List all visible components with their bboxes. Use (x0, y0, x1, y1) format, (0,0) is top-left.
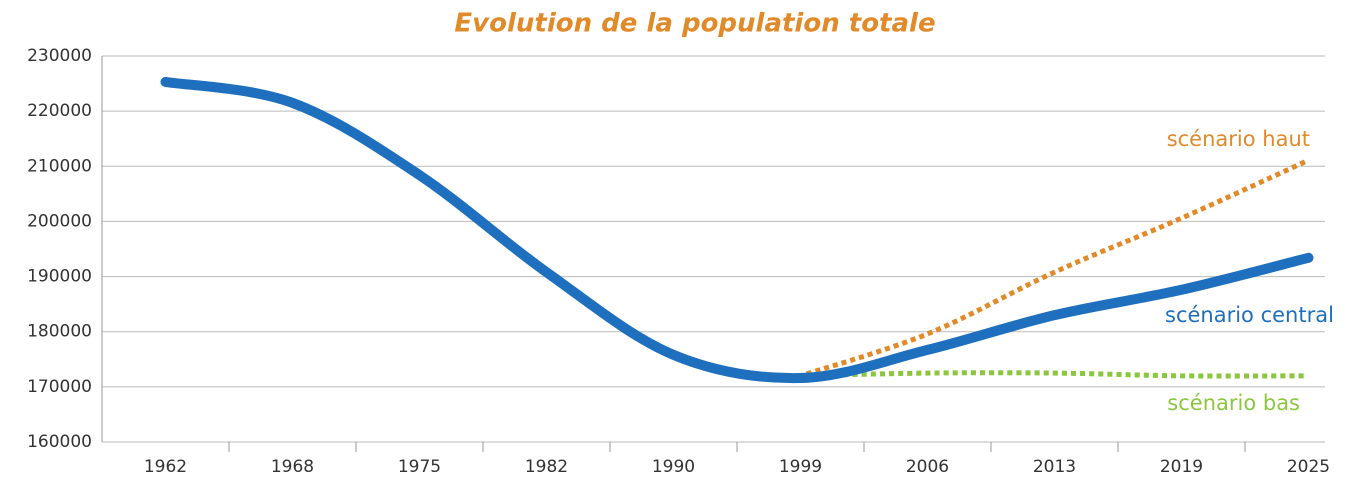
x-tick-label: 2025 (1287, 457, 1330, 477)
legend-label: scénario central (1165, 303, 1334, 327)
x-tick-label: 1962 (144, 457, 187, 477)
y-tick-label: 190000 (27, 267, 92, 287)
y-tick-label: 180000 (27, 322, 92, 342)
legend-label: scénario haut (1167, 127, 1310, 151)
legend-label: scénario bas (1167, 391, 1300, 415)
x-tick-label: 1990 (652, 457, 695, 477)
x-tick-label: 2019 (1160, 457, 1203, 477)
y-tick-label: 220000 (27, 101, 92, 121)
x-tick-label: 1999 (779, 457, 822, 477)
x-tick-label: 1975 (398, 457, 441, 477)
y-tick-label: 170000 (27, 377, 92, 397)
y-tick-label: 200000 (27, 211, 92, 231)
series-line (160, 76, 1314, 384)
x-tick-label: 2013 (1033, 457, 1076, 477)
x-tick-label: 1982 (525, 457, 568, 477)
series-line (797, 370, 1312, 379)
x-tick-label: 1968 (271, 457, 314, 477)
series-line (797, 156, 1312, 379)
y-tick-label: 230000 (27, 46, 92, 66)
x-tick-label: 2006 (906, 457, 949, 477)
chart-title: Evolution de la population totale (454, 9, 935, 39)
y-tick-label: 210000 (27, 156, 92, 176)
y-tick-label: 160000 (27, 432, 92, 452)
